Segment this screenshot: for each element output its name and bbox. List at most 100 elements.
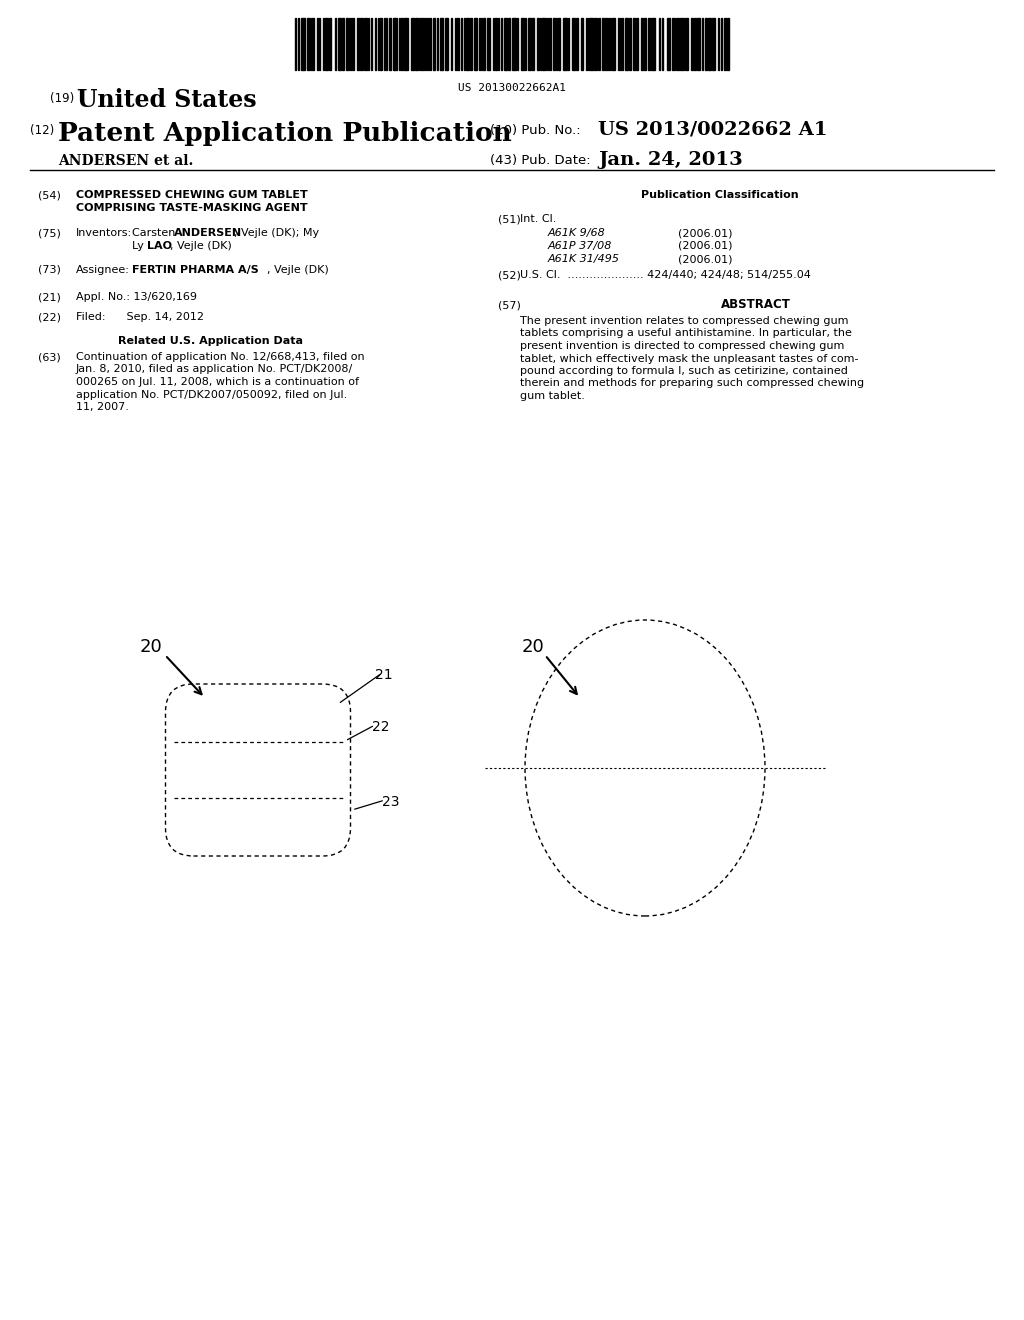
Text: pound according to formula I, such as cetirizine, contained: pound according to formula I, such as ce… bbox=[520, 366, 848, 376]
Bar bbox=[346, 18, 348, 70]
Text: FERTIN PHARMA A/S: FERTIN PHARMA A/S bbox=[132, 265, 259, 275]
Text: tablets comprising a useful antihistamine. In particular, the: tablets comprising a useful antihistamin… bbox=[520, 329, 852, 338]
Bar bbox=[651, 18, 655, 70]
Bar bbox=[389, 18, 391, 70]
Text: (75): (75) bbox=[38, 228, 60, 238]
Bar bbox=[708, 18, 711, 70]
Bar bbox=[705, 18, 707, 70]
Text: gum tablet.: gum tablet. bbox=[520, 391, 585, 401]
Text: (43) Pub. Date:: (43) Pub. Date: bbox=[490, 154, 591, 168]
Bar bbox=[537, 18, 539, 70]
Text: tablet, which effectively mask the unpleasant tastes of com-: tablet, which effectively mask the unple… bbox=[520, 354, 858, 363]
Bar bbox=[411, 18, 414, 70]
Text: 20: 20 bbox=[522, 638, 545, 656]
Bar bbox=[558, 18, 560, 70]
Text: (54): (54) bbox=[38, 190, 60, 201]
Bar bbox=[342, 18, 344, 70]
Text: , Vejle (DK); My: , Vejle (DK); My bbox=[234, 228, 319, 238]
Bar bbox=[495, 18, 497, 70]
Text: (73): (73) bbox=[38, 265, 60, 275]
Text: The present invention relates to compressed chewing gum: The present invention relates to compres… bbox=[520, 315, 849, 326]
Bar bbox=[590, 18, 593, 70]
Bar bbox=[521, 18, 524, 70]
Bar bbox=[312, 18, 314, 70]
Bar bbox=[487, 18, 490, 70]
Text: 20: 20 bbox=[140, 638, 163, 656]
Text: A61P 37/08: A61P 37/08 bbox=[548, 242, 612, 251]
Bar bbox=[712, 18, 715, 70]
Text: (12): (12) bbox=[30, 124, 54, 137]
Bar bbox=[532, 18, 534, 70]
Bar bbox=[329, 18, 331, 70]
Text: 22: 22 bbox=[372, 719, 389, 734]
Text: Publication Classification: Publication Classification bbox=[641, 190, 799, 201]
Text: (63): (63) bbox=[38, 352, 60, 362]
Text: (2006.01): (2006.01) bbox=[678, 253, 732, 264]
Bar bbox=[470, 18, 472, 70]
Text: U.S. Cl.  ..................... 424/440; 424/48; 514/255.04: U.S. Cl. ..................... 424/440; … bbox=[520, 271, 811, 280]
Bar bbox=[325, 18, 328, 70]
Text: 21: 21 bbox=[375, 668, 392, 682]
Bar bbox=[307, 18, 309, 70]
Text: US 2013/0022662 A1: US 2013/0022662 A1 bbox=[598, 121, 827, 139]
Bar bbox=[393, 18, 397, 70]
Text: Jan. 8, 2010, filed as application No. PCT/DK2008/: Jan. 8, 2010, filed as application No. P… bbox=[76, 364, 353, 375]
Bar bbox=[667, 18, 670, 70]
Text: Int. Cl.: Int. Cl. bbox=[520, 214, 556, 224]
Bar bbox=[691, 18, 693, 70]
Text: LAO: LAO bbox=[147, 242, 172, 251]
Text: ANDERSEN: ANDERSEN bbox=[174, 228, 242, 238]
Text: A61K 9/68: A61K 9/68 bbox=[548, 228, 606, 238]
Bar bbox=[433, 18, 435, 70]
Bar bbox=[672, 18, 674, 70]
Bar bbox=[563, 18, 567, 70]
Text: Inventors:: Inventors: bbox=[76, 228, 132, 238]
Text: (2006.01): (2006.01) bbox=[678, 242, 732, 251]
Text: ANDERSEN et al.: ANDERSEN et al. bbox=[58, 154, 194, 168]
Bar bbox=[360, 18, 362, 70]
Text: ABSTRACT: ABSTRACT bbox=[721, 298, 791, 312]
Bar bbox=[644, 18, 646, 70]
Text: 11, 2007.: 11, 2007. bbox=[76, 403, 129, 412]
Bar bbox=[612, 18, 615, 70]
Bar bbox=[594, 18, 596, 70]
Bar bbox=[572, 18, 575, 70]
Bar bbox=[466, 18, 469, 70]
Bar bbox=[483, 18, 485, 70]
Text: (10) Pub. No.:: (10) Pub. No.: bbox=[490, 124, 581, 137]
Text: present invention is directed to compressed chewing gum: present invention is directed to compres… bbox=[520, 341, 845, 351]
Text: Appl. No.: 13/620,169: Appl. No.: 13/620,169 bbox=[76, 292, 197, 302]
Text: United States: United States bbox=[77, 88, 257, 112]
Bar bbox=[528, 18, 531, 70]
Text: 23: 23 bbox=[382, 795, 399, 809]
Text: (19): (19) bbox=[50, 92, 75, 106]
Text: (21): (21) bbox=[38, 292, 60, 302]
Bar bbox=[380, 18, 382, 70]
Bar bbox=[508, 18, 510, 70]
Bar bbox=[421, 18, 423, 70]
Text: Patent Application Publication: Patent Application Publication bbox=[58, 121, 512, 147]
Text: A61K 31/495: A61K 31/495 bbox=[548, 253, 620, 264]
Bar bbox=[694, 18, 696, 70]
Text: application No. PCT/DK2007/050092, filed on Jul.: application No. PCT/DK2007/050092, filed… bbox=[76, 389, 347, 400]
Bar bbox=[474, 18, 477, 70]
Text: , Vejle (DK): , Vejle (DK) bbox=[267, 265, 329, 275]
Bar bbox=[641, 18, 643, 70]
Text: Related U.S. Application Data: Related U.S. Application Data bbox=[118, 337, 302, 346]
Text: Filed:      Sep. 14, 2012: Filed: Sep. 14, 2012 bbox=[76, 312, 204, 322]
Text: therein and methods for preparing such compressed chewing: therein and methods for preparing such c… bbox=[520, 379, 864, 388]
Bar bbox=[504, 18, 507, 70]
Text: US 20130022662A1: US 20130022662A1 bbox=[458, 83, 566, 92]
Bar bbox=[440, 18, 443, 70]
Bar bbox=[512, 18, 516, 70]
Bar bbox=[404, 18, 408, 70]
Bar bbox=[338, 18, 341, 70]
Text: (51): (51) bbox=[498, 214, 521, 224]
Bar bbox=[602, 18, 604, 70]
Text: COMPRESSED CHEWING GUM TABLET: COMPRESSED CHEWING GUM TABLET bbox=[76, 190, 308, 201]
Bar bbox=[415, 18, 418, 70]
Text: (52): (52) bbox=[498, 271, 521, 280]
Bar bbox=[686, 18, 688, 70]
Bar bbox=[457, 18, 459, 70]
Bar bbox=[605, 18, 607, 70]
